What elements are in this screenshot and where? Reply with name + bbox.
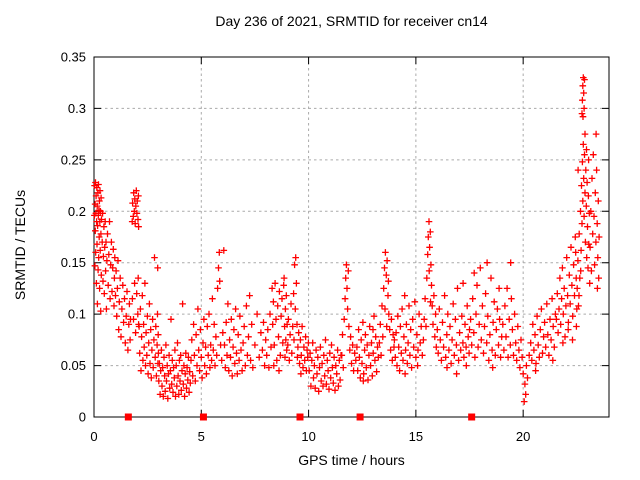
x-tick-label: 15 (409, 429, 423, 444)
x-tick-label: 0 (90, 429, 97, 444)
y-tick-label: 0.05 (61, 358, 86, 373)
baseline-marker-square (124, 413, 132, 421)
x-tick-label: 20 (516, 429, 530, 444)
y-tick-label: 0.1 (68, 307, 86, 322)
chart-title: Day 236 of 2021, SRMTID for receiver cn1… (215, 13, 488, 29)
y-tick-label: 0.2 (68, 204, 86, 219)
y-tick-label: 0.35 (61, 50, 86, 65)
y-tick-label: 0.25 (61, 152, 86, 167)
y-tick-label: 0.3 (68, 101, 86, 116)
x-tick-label: 10 (301, 429, 315, 444)
plot-border (93, 56, 610, 418)
baseline-marker-square (199, 413, 207, 421)
baseline-marker-square (356, 413, 364, 421)
y-tick-label: 0.15 (61, 255, 86, 270)
baseline-marker-square (296, 413, 304, 421)
x-axis-label: GPS time / hours (298, 452, 405, 468)
baseline-marker-square (468, 413, 476, 421)
scatter-points (91, 74, 603, 405)
y-tick-label: 0 (79, 410, 86, 425)
x-tick-label: 5 (198, 429, 205, 444)
